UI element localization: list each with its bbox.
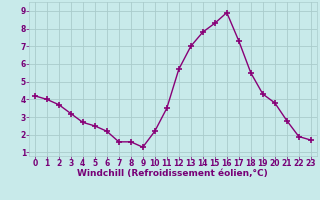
X-axis label: Windchill (Refroidissement éolien,°C): Windchill (Refroidissement éolien,°C) <box>77 169 268 178</box>
